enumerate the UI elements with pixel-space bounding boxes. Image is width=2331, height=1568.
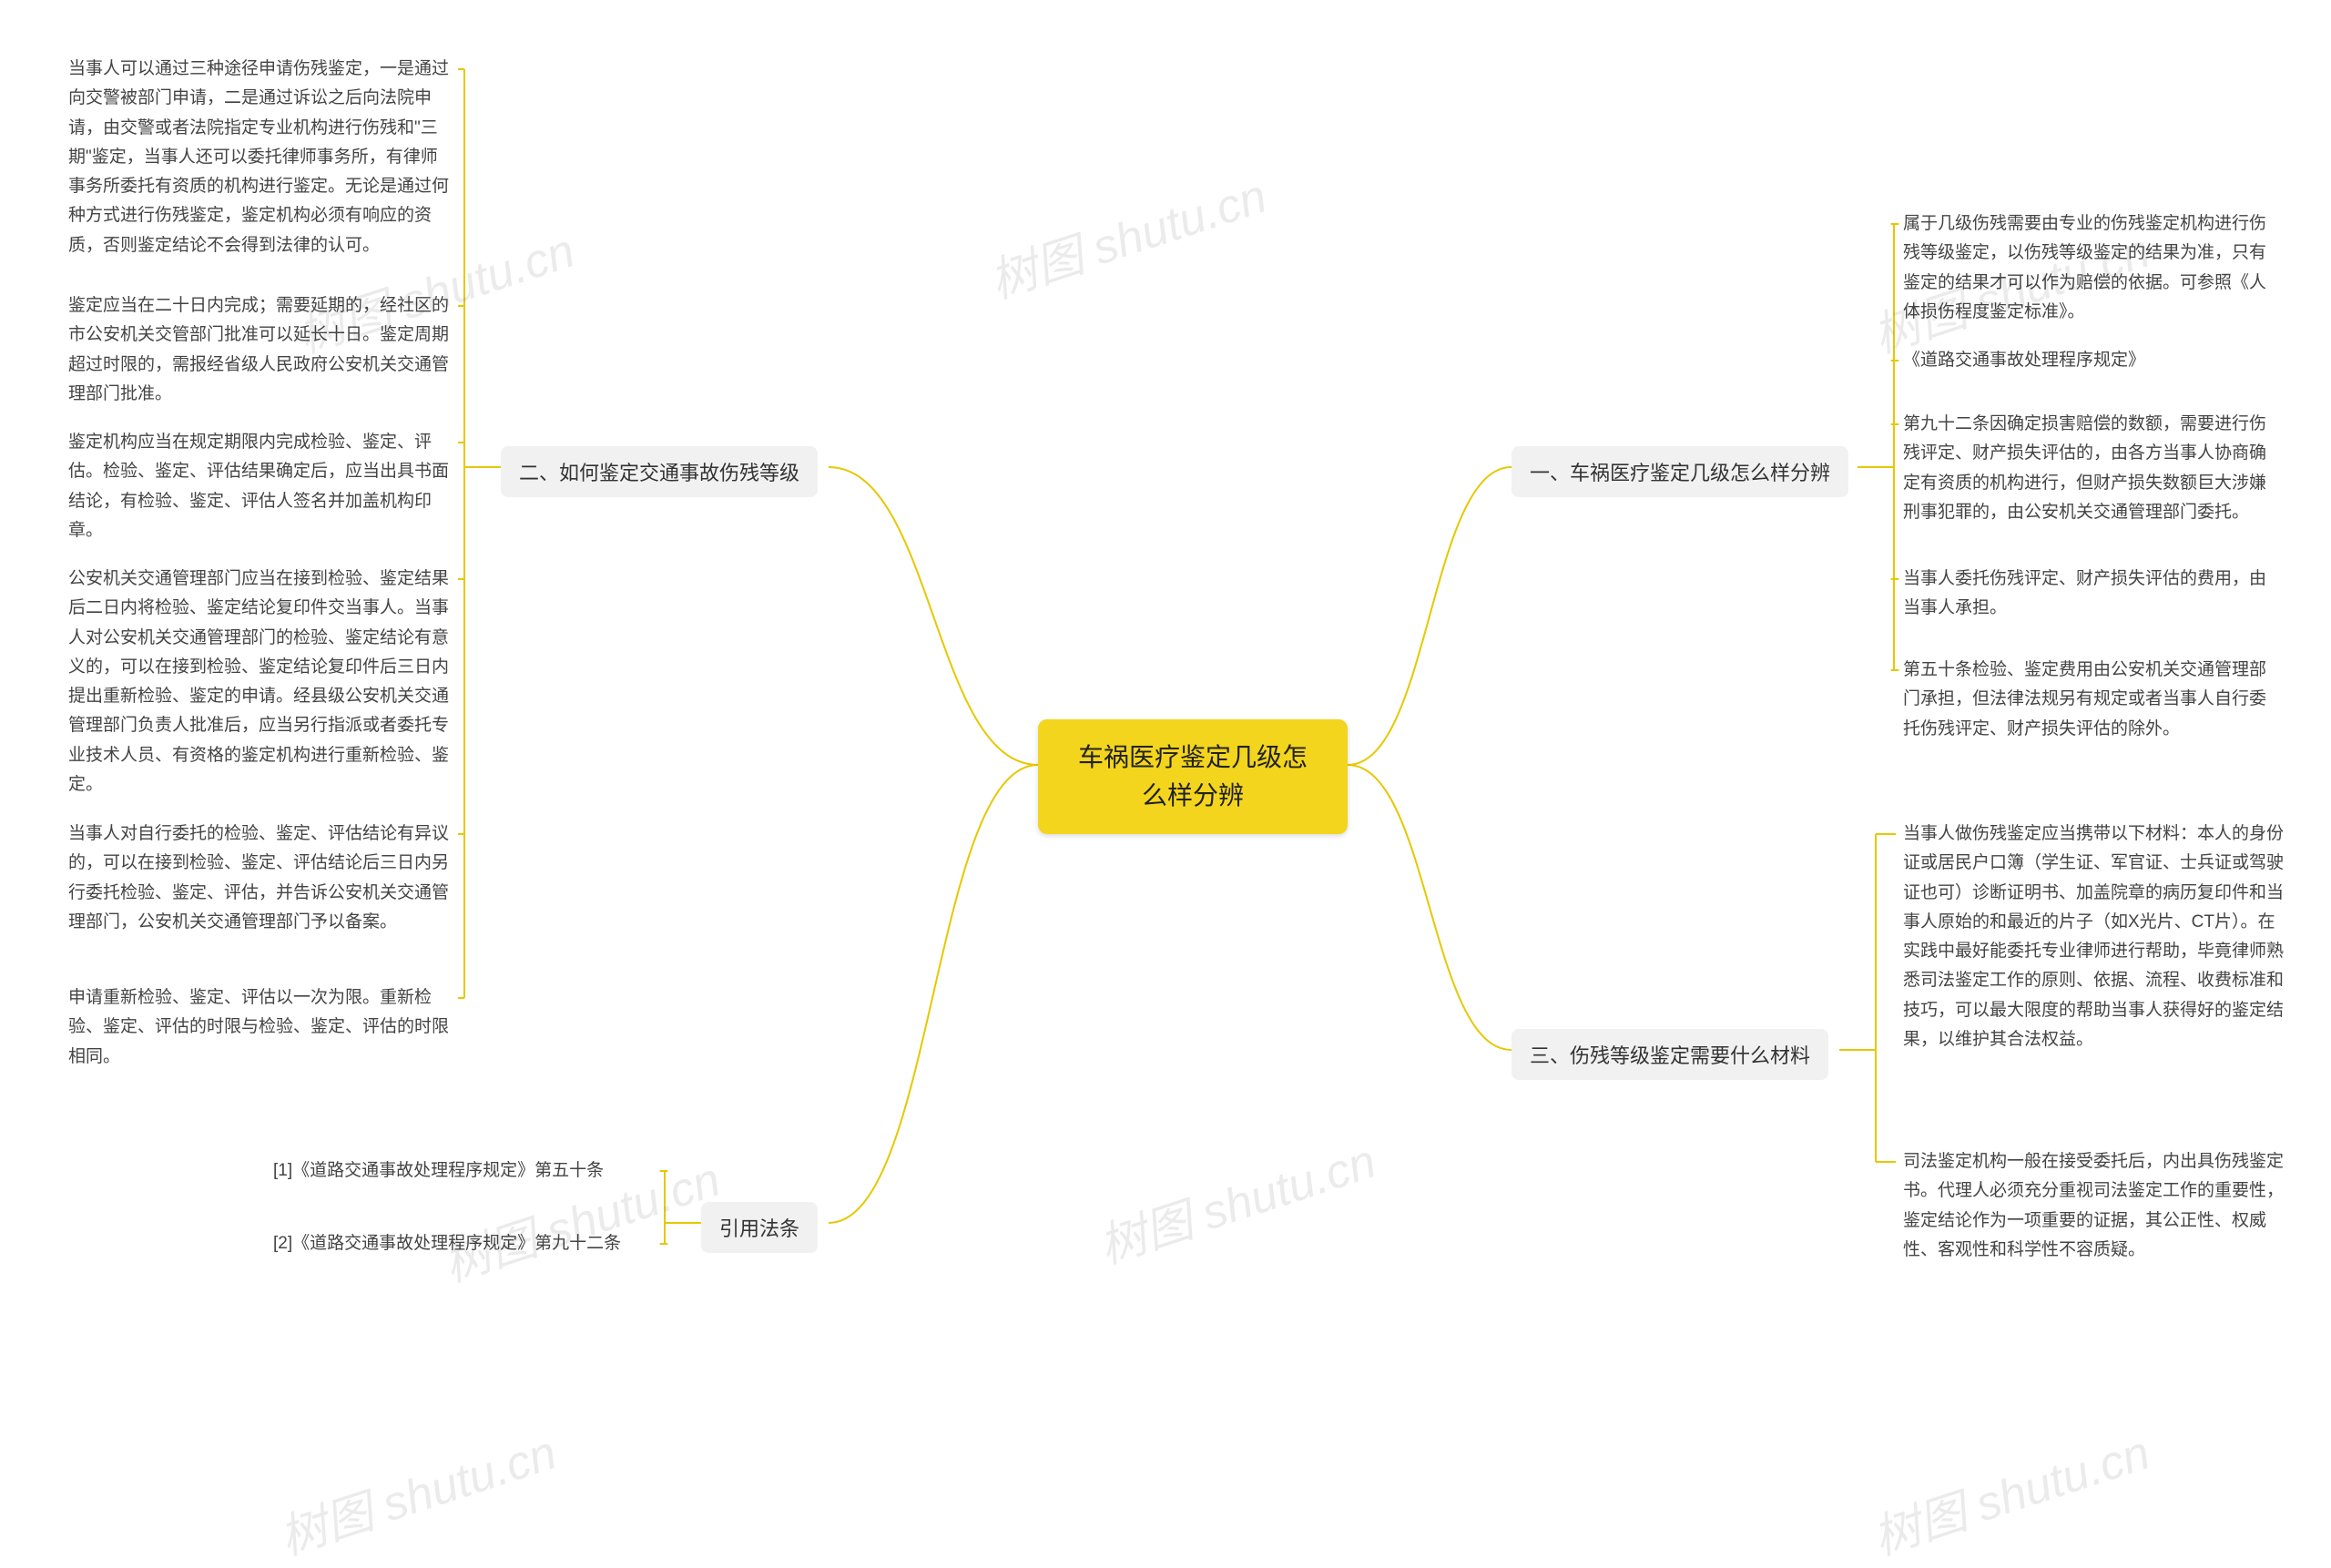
branch-right-1: 三、伤残等级鉴定需要什么材料 [1512, 1029, 1828, 1080]
leaf-left-0-0: 当事人可以通过三种途径申请伤残鉴定，一是通过向交警被部门申请，二是通过诉讼之后向… [68, 55, 451, 260]
center-topic: 车祸医疗鉴定几级怎么样分辨 [1038, 719, 1348, 834]
leaf-right-1-0: 当事人做伤残鉴定应当携带以下材料：本人的身份证或居民户口簿（学生证、军官证、士兵… [1903, 820, 2285, 1054]
leaf-left-1-0: [1]《道路交通事故处理程序规定》第五十条 [273, 1156, 656, 1186]
watermark-6: 树图 shutu.cn [1863, 1414, 2157, 1568]
leaf-left-0-2: 鉴定机构应当在规定期限内完成检验、鉴定、评估。检验、鉴定、评估结果确定后，应当出… [68, 428, 451, 545]
leaf-right-0-0: 属于几级伤残需要由专业的伤残鉴定机构进行伤残等级鉴定，以伤残等级鉴定的结果为准，… [1903, 209, 2276, 327]
leaf-left-0-4: 当事人对自行委托的检验、鉴定、评估结论有异议的，可以在接到检验、鉴定、评估结论后… [68, 820, 451, 937]
branch-left-0: 二、如何鉴定交通事故伤残等级 [501, 446, 818, 497]
leaf-right-0-2: 第九十二条因确定损害赔偿的数额，需要进行伤残评定、财产损失评估的，由各方当事人协… [1903, 410, 2276, 527]
leaf-right-0-3: 当事人委托伤残评定、财产损失评估的费用，由当事人承担。 [1903, 565, 2276, 624]
leaf-right-0-1: 《道路交通事故处理程序规定》 [1903, 346, 2276, 375]
leaf-left-1-1: [2]《道路交通事故处理程序规定》第九十二条 [273, 1229, 656, 1258]
leaf-left-0-5: 申请重新检验、鉴定、评估以一次为限。重新检验、鉴定、评估的时限与检验、鉴定、评估… [68, 983, 451, 1072]
watermark-5: 树图 shutu.cn [270, 1414, 564, 1568]
mindmap-canvas: 车祸医疗鉴定几级怎么样分辨 一、车祸医疗鉴定几级怎么样分辨 属于几级伤残需要由专业… [0, 0, 2331, 1553]
leaf-left-0-1: 鉴定应当在二十日内完成；需要延期的，经社区的市公安机关交管部门批准可以延长十日。… [68, 291, 451, 409]
leaf-right-0-4: 第五十条检验、鉴定费用由公安机关交通管理部门承担，但法律法规另有规定或者当事人自… [1903, 656, 2276, 744]
leaf-right-1-1: 司法鉴定机构一般在接受委托后，内出具伤残鉴定书。代理人必须充分重视司法鉴定工作的… [1903, 1147, 2285, 1265]
branch-right-0: 一、车祸医疗鉴定几级怎么样分辨 [1512, 446, 1848, 497]
leaf-left-0-3: 公安机关交通管理部门应当在接到检验、鉴定结果后二日内将检验、鉴定结论复印件交当事… [68, 565, 451, 799]
branch-left-1: 引用法条 [701, 1202, 818, 1253]
watermark-1: 树图 shutu.cn [980, 158, 1274, 311]
watermark-4: 树图 shutu.cn [1089, 1123, 1383, 1277]
center-topic-text: 车祸医疗鉴定几级怎么样分辨 [1078, 743, 1308, 809]
